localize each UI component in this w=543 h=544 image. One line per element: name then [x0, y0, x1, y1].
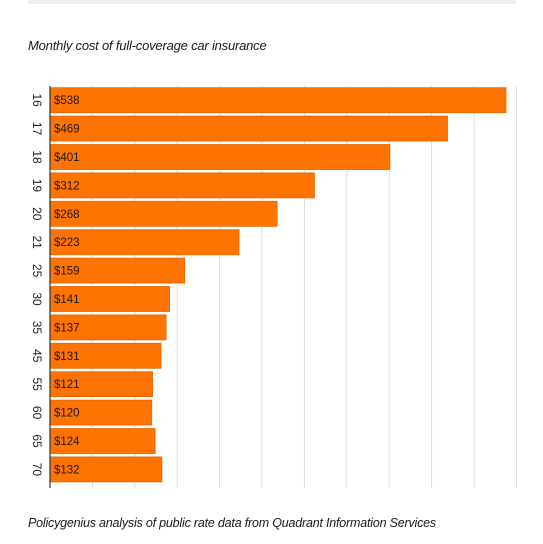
chart-title: Monthly cost of full-coverage car insura…	[28, 38, 267, 53]
category-label-age-17: 17	[30, 122, 44, 136]
value-label-age-19: $312	[54, 180, 80, 192]
category-label-age-20: 20	[30, 207, 44, 221]
category-label-age-19: 19	[30, 179, 44, 193]
bar-age-60	[49, 399, 153, 426]
value-label-age-30: $141	[54, 294, 80, 306]
bar-age-21	[49, 229, 240, 256]
value-label-age-35: $137	[54, 322, 80, 334]
category-label-age-65: 65	[30, 434, 44, 448]
value-label-age-70: $132	[54, 464, 80, 476]
value-label-age-20: $268	[54, 209, 80, 221]
bar-age-65	[49, 428, 156, 454]
bar-age-20	[49, 200, 278, 227]
category-label-age-60: 60	[30, 406, 44, 420]
value-label-age-17: $469	[54, 124, 80, 136]
bar-age-70	[49, 456, 163, 483]
bar-age-45	[49, 342, 162, 369]
category-label-age-25: 25	[30, 264, 44, 278]
value-label-age-21: $223	[54, 237, 80, 249]
category-label-age-16: 16	[30, 94, 44, 108]
category-label-age-30: 30	[30, 292, 44, 306]
source-note: Policygenius analysis of public rate dat…	[28, 516, 436, 530]
bar-age-30	[49, 286, 170, 312]
labels: $538 16 $469 17 $401 18 $312 19 $268 20 $223 21 $159…	[30, 94, 80, 477]
value-label-age-45: $131	[54, 351, 80, 363]
bars	[49, 87, 507, 483]
value-label-age-55: $121	[54, 379, 80, 391]
bar-age-16	[49, 87, 507, 114]
top-divider-band	[28, 0, 516, 4]
category-label-age-55: 55	[30, 378, 44, 392]
category-label-age-45: 45	[30, 349, 44, 363]
category-label-age-70: 70	[30, 463, 44, 477]
value-label-age-65: $124	[54, 436, 80, 448]
value-label-age-60: $120	[54, 408, 80, 420]
value-label-age-25: $159	[54, 266, 80, 278]
bar-age-18	[49, 144, 391, 170]
category-label-age-35: 35	[30, 321, 44, 335]
value-label-age-16: $538	[54, 95, 80, 107]
bar-age-19	[49, 172, 315, 199]
category-label-age-21: 21	[30, 236, 44, 250]
category-label-age-18: 18	[30, 150, 44, 164]
value-label-age-18: $401	[54, 152, 80, 164]
bar-age-17	[49, 115, 448, 142]
